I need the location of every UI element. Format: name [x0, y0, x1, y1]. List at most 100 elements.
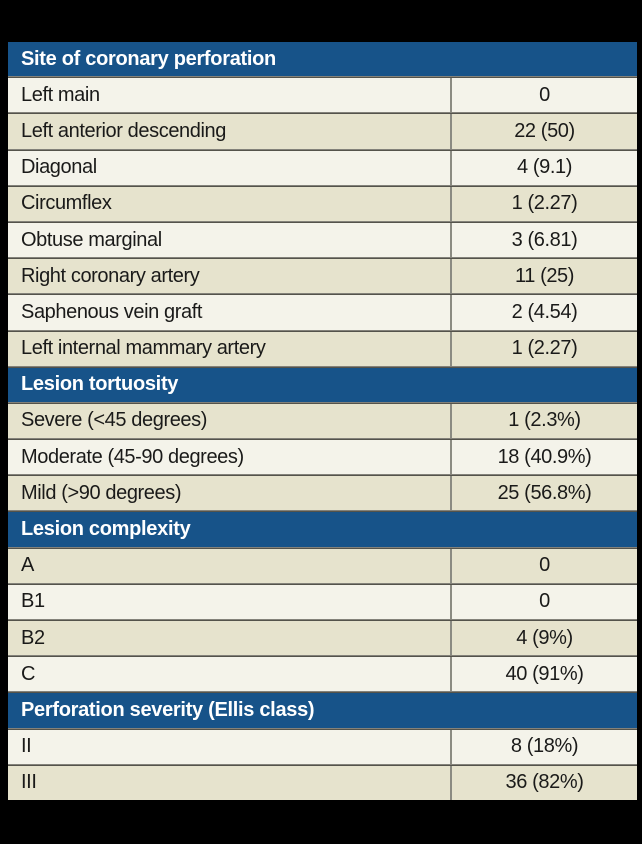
- section-title: Site of coronary perforation: [21, 47, 276, 70]
- section-title: Lesion tortuosity: [21, 373, 179, 396]
- table-row: B1 0: [8, 584, 637, 619]
- row-label: Left main: [21, 83, 100, 106]
- row-label: III: [21, 771, 37, 794]
- row-value-cell: 1 (2.3%): [450, 403, 637, 439]
- row-divider: [8, 763, 637, 766]
- row-value-cell: 0: [450, 548, 637, 583]
- row-value: 0: [539, 83, 550, 106]
- row-label: Mild (>90 degrees): [21, 481, 182, 504]
- table-row: Saphenous vein graft 2 (4.54): [8, 295, 637, 330]
- row-label: Diagonal: [21, 156, 97, 179]
- row-label: Left internal mammary artery: [21, 337, 266, 360]
- row-label: Left anterior descending: [21, 119, 226, 142]
- row-value-cell: 0: [450, 584, 637, 619]
- row-label: Right coronary artery: [21, 264, 200, 287]
- row-value: 4 (9%): [516, 626, 573, 649]
- row-divider: [8, 474, 637, 477]
- row-divider: [8, 329, 637, 332]
- table-row: Left anterior descending 22 (50): [8, 114, 637, 149]
- row-value: 18 (40.9%): [497, 445, 592, 468]
- row-value-cell: 36 (82%): [450, 765, 637, 800]
- row-value-cell: 4 (9%): [450, 621, 637, 656]
- section-title: Perforation severity (Ellis class): [21, 698, 315, 721]
- row-divider: [8, 220, 637, 223]
- row-divider: [8, 510, 637, 513]
- row-divider: [8, 401, 637, 404]
- row-label-cell: Right coronary artery: [8, 259, 450, 293]
- row-value-cell: 1 (2.27): [450, 331, 637, 366]
- row-label-cell: B1: [8, 585, 450, 619]
- row-value-cell: 18 (40.9%): [450, 440, 637, 475]
- table-row: A 0: [8, 548, 637, 583]
- row-value: 1 (2.27): [511, 192, 578, 215]
- section-header: Perforation severity (Ellis class): [8, 693, 637, 728]
- row-value: 8 (18%): [510, 735, 579, 758]
- row-divider: [8, 76, 637, 79]
- table-row: Circumflex 1 (2.27): [8, 186, 637, 221]
- table-row: Severe (<45 degrees) 1 (2.3%): [8, 403, 637, 439]
- row-value-cell: 11 (25): [450, 259, 637, 294]
- row-label-cell: II: [8, 730, 450, 764]
- table-row: Diagonal 4 (9.1): [8, 150, 637, 185]
- row-label: B2: [21, 626, 45, 649]
- row-divider: [8, 619, 637, 621]
- row-label-cell: Moderate (45-90 degrees): [8, 440, 450, 474]
- row-value-cell: 40 (91%): [450, 657, 637, 692]
- table-row: II 8 (18%): [8, 729, 637, 764]
- row-value-cell: 4 (9.1): [450, 150, 637, 185]
- row-value-cell: 0: [450, 78, 637, 113]
- row-divider: [8, 546, 637, 549]
- row-value: 1 (2.27): [511, 337, 578, 360]
- row-divider: [8, 438, 637, 441]
- row-label-cell: III: [8, 766, 450, 800]
- row-value: 25 (56.8%): [497, 481, 592, 504]
- table-row: Moderate (45-90 degrees) 18 (40.9%): [8, 440, 637, 475]
- row-value: 1 (2.3%): [508, 409, 581, 432]
- table-row: C 40 (91%): [8, 657, 637, 692]
- row-divider: [8, 257, 637, 260]
- section-title: Lesion complexity: [21, 518, 191, 541]
- perforation-table: Site of coronary perforation Left main 0…: [8, 42, 637, 800]
- row-value-cell: 22 (50): [450, 114, 637, 149]
- table-row: Obtuse marginal 3 (6.81): [8, 222, 637, 258]
- row-label: Severe (<45 degrees): [21, 409, 208, 432]
- row-label: Saphenous vein graft: [21, 300, 203, 323]
- row-label: II: [21, 735, 32, 758]
- row-label: A: [21, 554, 34, 577]
- row-value-cell: 2 (4.54): [450, 295, 637, 330]
- section-header: Lesion tortuosity: [8, 367, 637, 402]
- table-row: Right coronary artery 11 (25): [8, 259, 637, 294]
- row-label: B1: [21, 590, 45, 613]
- table-row: B2 4 (9%): [8, 621, 637, 656]
- row-divider: [8, 365, 637, 368]
- row-label: Moderate (45-90 degrees): [21, 445, 244, 468]
- table-row: Mild (>90 degrees) 25 (56.8%): [8, 476, 637, 511]
- row-label: C: [21, 662, 36, 685]
- table-row: Left internal mammary artery 1 (2.27): [8, 331, 637, 366]
- row-divider: [8, 727, 637, 730]
- row-value: 22 (50): [514, 119, 575, 142]
- row-value: 36 (82%): [505, 771, 584, 794]
- row-value: 3 (6.81): [511, 228, 578, 251]
- row-label-cell: Obtuse marginal: [8, 223, 450, 257]
- row-value-cell: 1 (2.27): [450, 186, 637, 221]
- section-header: Site of coronary perforation: [8, 42, 637, 77]
- row-label-cell: Left internal mammary artery: [8, 332, 450, 366]
- row-value-cell: 25 (56.8%): [450, 476, 637, 511]
- row-label: Circumflex: [21, 192, 112, 215]
- row-divider: [8, 655, 637, 658]
- row-label-cell: Left anterior descending: [8, 114, 450, 148]
- row-label-cell: C: [8, 657, 450, 691]
- row-divider: [8, 582, 637, 585]
- row-value-cell: 3 (6.81): [450, 222, 637, 258]
- row-label-cell: B2: [8, 621, 450, 655]
- row-divider: [8, 691, 637, 694]
- row-label-cell: Left main: [8, 78, 450, 112]
- row-label-cell: Circumflex: [8, 187, 450, 221]
- row-value: 0: [539, 554, 550, 577]
- section-header: Lesion complexity: [8, 512, 637, 547]
- table-row: Left main 0: [8, 78, 637, 113]
- row-label-cell: A: [8, 549, 450, 583]
- table-row: III 36 (82%): [8, 765, 637, 800]
